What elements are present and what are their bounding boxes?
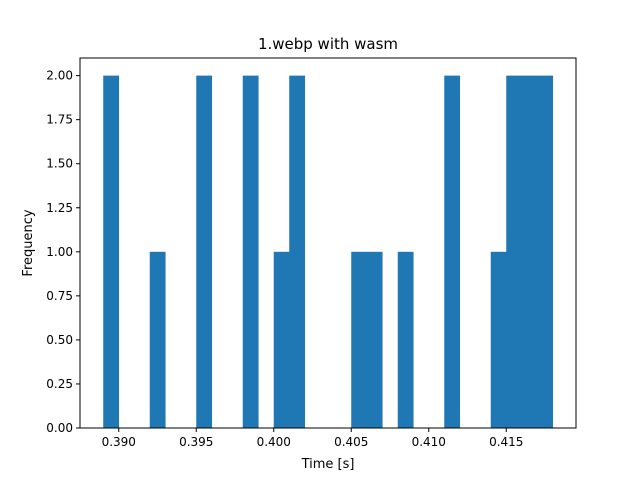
x-tick-label: 0.410 <box>412 435 446 449</box>
histogram-bar <box>289 75 306 428</box>
x-axis-label: Time [s] <box>301 457 355 472</box>
histogram-bar <box>196 75 213 428</box>
bars-group <box>103 75 554 428</box>
y-axis-ticks: 0.00 0.25 0.50 0.75 1.00 1.25 1.50 1.75 2.00 <box>46 69 80 435</box>
histogram-bar <box>397 251 414 428</box>
x-axis-ticks: 0.390 0.395 0.400 0.405 0.410 0.415 <box>102 428 523 449</box>
y-tick-label: 0.75 <box>46 289 73 303</box>
histogram-bar <box>242 75 259 428</box>
histogram-bar <box>506 75 523 428</box>
chart-title: 1.webp with wasm <box>258 35 398 53</box>
y-axis-label: Frequency <box>21 209 36 276</box>
histogram-bar <box>366 251 383 428</box>
x-tick-label: 0.390 <box>102 435 136 449</box>
x-tick-label: 0.405 <box>334 435 368 449</box>
y-tick-label: 1.25 <box>46 201 73 215</box>
histogram-bar <box>490 251 507 428</box>
x-tick-label: 0.400 <box>257 435 291 449</box>
y-tick-label: 0.25 <box>46 377 73 391</box>
histogram-bar <box>351 251 368 428</box>
plot-frame <box>79 57 577 429</box>
histogram-bar <box>149 251 166 428</box>
histogram-bar <box>537 75 554 428</box>
y-tick-label: 1.00 <box>46 245 73 259</box>
y-tick-label: 1.75 <box>46 113 73 127</box>
x-tick-label: 0.395 <box>179 435 213 449</box>
y-tick-label: 0.50 <box>46 333 73 347</box>
histogram-bar <box>521 75 538 428</box>
histogram-bar <box>273 251 290 428</box>
histogram-bar <box>444 75 461 428</box>
x-tick-label: 0.415 <box>489 435 523 449</box>
y-tick-label: 0.00 <box>46 421 73 435</box>
y-tick-label: 1.50 <box>46 157 73 171</box>
y-tick-label: 2.00 <box>46 69 73 83</box>
histogram-bar <box>103 75 120 428</box>
